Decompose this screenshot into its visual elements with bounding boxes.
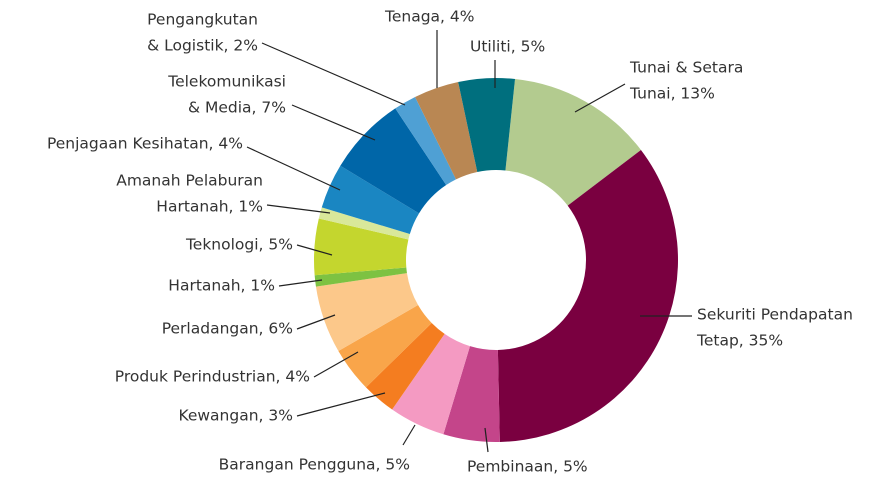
- slice: [458, 78, 516, 172]
- slice-label: Telekomunikasi: [167, 73, 286, 91]
- leader-line: [291, 104, 376, 141]
- slice-label: & Media, 7%: [188, 99, 286, 117]
- slice-label: Tenaga, 4%: [384, 8, 474, 26]
- slice-label: Tetap, 35%: [696, 332, 783, 350]
- slice: [314, 218, 409, 276]
- slice: [318, 207, 410, 240]
- leader-line: [296, 244, 333, 256]
- slice-label: Tunai & Setara: [629, 59, 743, 77]
- slice: [314, 267, 407, 287]
- slice: [321, 165, 420, 234]
- leader-line: [296, 314, 336, 330]
- leader-line: [278, 279, 323, 287]
- slice: [365, 322, 445, 410]
- slice-label: Sekuriti Pendapatan: [697, 306, 853, 324]
- leader-line: [296, 392, 386, 417]
- slice: [415, 81, 478, 180]
- leader-line: [313, 351, 359, 378]
- leader-line: [266, 204, 331, 214]
- slice-label: Produk Perindustrian, 4%: [115, 368, 310, 386]
- slice: [497, 149, 679, 442]
- slice-label: Kewangan, 3%: [178, 407, 293, 425]
- slice-label: Utiliti, 5%: [470, 38, 545, 56]
- leader-line: [402, 424, 416, 446]
- slice: [340, 108, 447, 214]
- slice-label: Pengangkutan: [147, 11, 258, 29]
- leader-line: [574, 83, 626, 113]
- slice-label: Amanah Pelaburan: [116, 172, 263, 190]
- leader-line: [246, 146, 341, 191]
- slice: [392, 333, 470, 435]
- slice-label: Hartanah, 1%: [168, 277, 275, 295]
- slice-label: Pembinaan, 5%: [467, 458, 588, 476]
- slice: [443, 346, 500, 442]
- slice: [395, 96, 456, 186]
- slice: [505, 78, 641, 206]
- slice-label: Barangan Pengguna, 5%: [219, 456, 410, 474]
- slice-label: Teknologi, 5%: [185, 236, 293, 254]
- leader-line: [484, 427, 489, 453]
- slice-label: Hartanah, 1%: [156, 198, 263, 216]
- slice-label: Perladangan, 6%: [162, 320, 293, 338]
- slice-label: Penjagaan Kesihatan, 4%: [47, 135, 243, 153]
- slice: [338, 305, 432, 388]
- slice-label: & Logistik, 2%: [147, 37, 258, 55]
- slice-label: Tunai, 13%: [629, 85, 715, 103]
- slice: [315, 273, 419, 351]
- leader-line: [261, 42, 406, 106]
